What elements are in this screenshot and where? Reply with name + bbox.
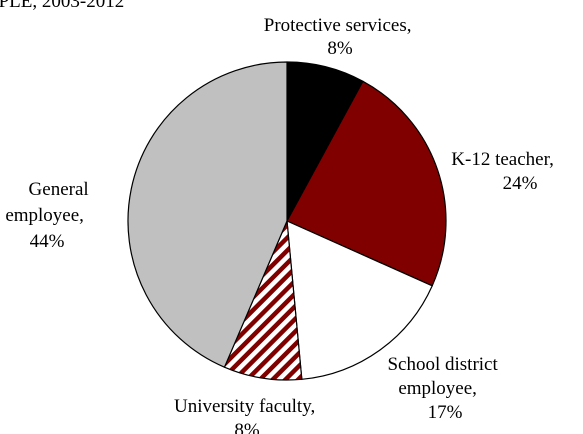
slice-label-general-employee-line2: employee, (5, 205, 84, 226)
slice-label-protective-services-name: Protective services, (264, 15, 412, 36)
chart-title: AMPLE, 2003-2012 (0, 0, 124, 12)
slice-label-university-faculty: University faculty, 8% (174, 396, 320, 434)
slice-label-k12-teacher-name: K-12 teacher, (451, 149, 554, 170)
pie-slice-general-employee (127, 61, 288, 368)
slice-label-protective-services-value: 8% (327, 38, 353, 59)
slice-label-k12-teacher: K-12 teacher, 24% (451, 149, 558, 194)
slice-label-k12-teacher-value: 24% (503, 173, 538, 194)
pie-slices (127, 61, 447, 381)
slice-label-general-employee-line1: General (29, 179, 89, 200)
slice-label-school-district-employee-line2: employee, (398, 378, 477, 399)
slice-label-university-faculty-value: 8% (234, 420, 260, 434)
slice-label-general-employee-value: 44% (30, 231, 65, 252)
pie-slice-school-district-employee (286, 220, 433, 380)
slice-label-university-faculty-name: University faculty, (174, 396, 315, 417)
slice-label-school-district-employee: School district employee, 17% (387, 354, 502, 423)
slice-label-school-district-employee-line1: School district (387, 354, 498, 375)
pie-slice-k-12-teacher (286, 80, 447, 287)
slice-label-general-employee: General employee, 44% (5, 179, 93, 252)
slice-label-school-district-employee-value: 17% (428, 402, 463, 423)
slice-label-protective-services: Protective services, 8% (264, 15, 416, 59)
